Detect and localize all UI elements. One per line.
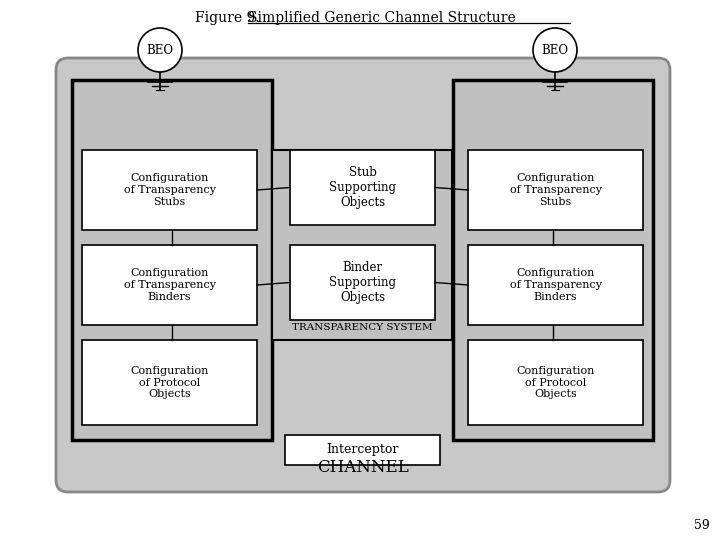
- Bar: [82, 245, 257, 325]
- Bar: [290, 245, 435, 320]
- Text: Configuration
of Transparency
Binders: Configuration of Transparency Binders: [510, 268, 601, 302]
- Text: Simplified Generic Channel Structure: Simplified Generic Channel Structure: [248, 11, 516, 25]
- Bar: [82, 340, 257, 425]
- Bar: [290, 150, 435, 225]
- Text: Configuration
of Protocol
Objects: Configuration of Protocol Objects: [130, 366, 209, 399]
- Text: TRANSPARENCY SYSTEM: TRANSPARENCY SYSTEM: [292, 323, 432, 332]
- Text: 59: 59: [694, 519, 710, 532]
- Bar: [468, 245, 643, 325]
- Circle shape: [138, 28, 182, 72]
- Text: Configuration
of Transparency
Stubs: Configuration of Transparency Stubs: [510, 173, 601, 207]
- Bar: [453, 80, 653, 440]
- Text: Interceptor: Interceptor: [326, 443, 399, 456]
- Text: BEO: BEO: [541, 44, 569, 57]
- Text: Configuration
of Transparency
Binders: Configuration of Transparency Binders: [124, 268, 215, 302]
- Bar: [468, 340, 643, 425]
- FancyBboxPatch shape: [56, 58, 670, 492]
- Bar: [82, 150, 257, 230]
- Text: Configuration
of Transparency
Stubs: Configuration of Transparency Stubs: [124, 173, 215, 207]
- Circle shape: [533, 28, 577, 72]
- Text: Configuration
of Protocol
Objects: Configuration of Protocol Objects: [516, 366, 595, 399]
- Text: Figure 9.: Figure 9.: [195, 11, 264, 25]
- Bar: [468, 150, 643, 230]
- Bar: [285, 435, 440, 465]
- Text: Stub
Supporting
Objects: Stub Supporting Objects: [329, 166, 396, 209]
- Bar: [272, 150, 452, 340]
- Text: BEO: BEO: [146, 44, 174, 57]
- Text: CHANNEL: CHANNEL: [317, 458, 409, 476]
- Bar: [72, 80, 272, 440]
- Text: Binder
Supporting
Objects: Binder Supporting Objects: [329, 261, 396, 304]
